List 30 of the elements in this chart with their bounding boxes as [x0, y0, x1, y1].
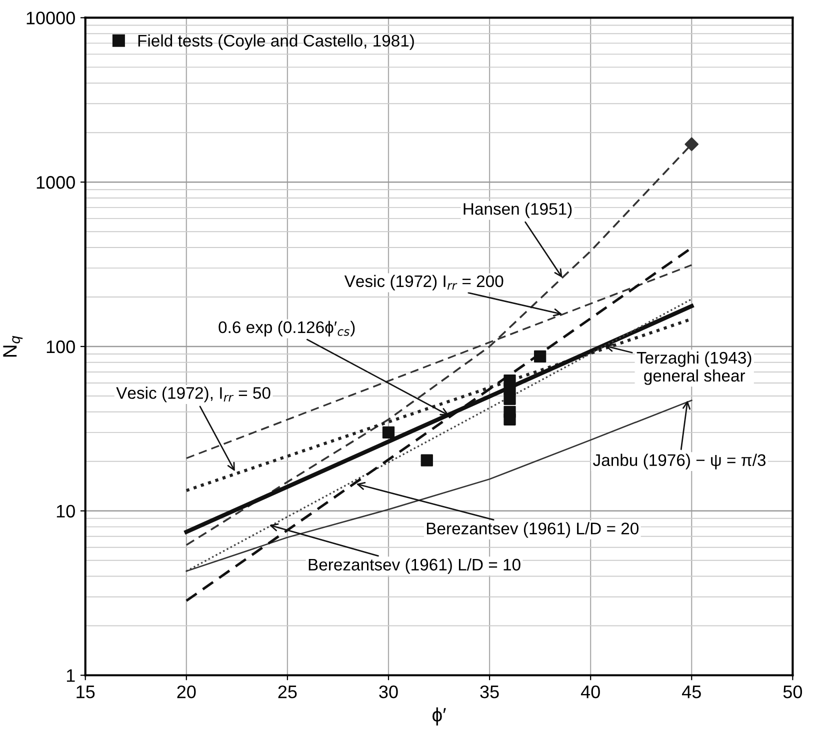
x-axis-title: ϕ′ [432, 707, 446, 726]
annotation: Vesic (1972), I$_{rr}$ = 50 [116, 386, 270, 402]
x-tick-label: 30 [379, 685, 398, 698]
point [504, 392, 516, 405]
annotation: Hansen (1951) [464, 202, 572, 218]
point [684, 137, 699, 152]
point [420, 454, 433, 466]
x-tick-label: 15 [76, 686, 95, 698]
annotation: 0.6 exp (0.126ϕ′$_{cs}$) [218, 320, 355, 336]
y-tick-label: 1 [66, 669, 75, 682]
x-tick-label: 25 [278, 685, 297, 698]
annotation: Vesic (1972) I$_{rr}$ = 200 [344, 274, 504, 290]
y-tick-label: 1000 [36, 176, 75, 189]
point [382, 426, 395, 439]
annotation: Janbu (1976) − ψ = π/3 [593, 454, 766, 470]
legend-label: Field tests (Coyle and Castello, 1981) [138, 34, 414, 50]
y-axis-title: N$_{q}$ [3, 336, 23, 357]
x-tick-label: 35 [480, 685, 499, 698]
y-tick-label: 10000 [26, 12, 75, 24]
y-tick-label: 100 [46, 340, 75, 354]
annotation: Berezantsev (1961) L/D = 20 [426, 522, 639, 538]
point [534, 350, 546, 363]
annotation: Terzaghi (1943) general shear [636, 351, 752, 385]
point [504, 413, 516, 426]
x-tick-label: 40 [580, 685, 600, 698]
annotation: Berezantsev (1961) L/D = 10 [308, 558, 520, 574]
x-tick-label: 20 [177, 685, 196, 698]
y-tick-label: 10 [56, 504, 75, 518]
x-tick-label: 45 [682, 686, 701, 698]
x-tick-label: 50 [783, 685, 802, 698]
